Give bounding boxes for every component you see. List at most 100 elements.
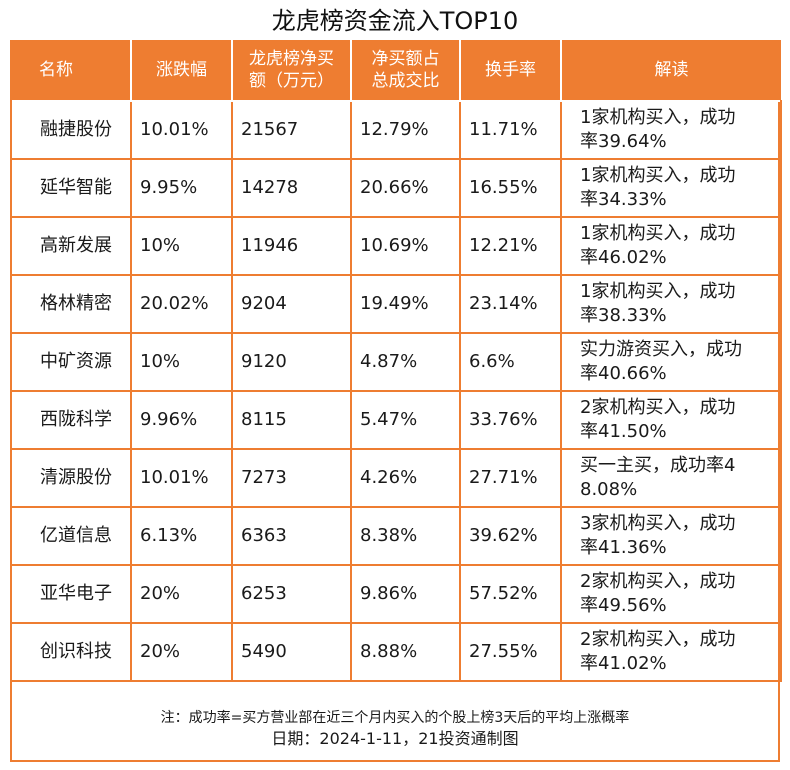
stock-name-cell: 高新发展: [10, 216, 132, 276]
table-cell: 19.49%: [350, 274, 461, 334]
table-cell: 3家机构买入，成功 率41.36%: [560, 506, 782, 566]
cell-text: 2家机构买入，成功: [580, 571, 736, 592]
footer: 注：成功率=买方营业部在近三个月内买入的个股上榜3天后的平均上涨概率 日期：20…: [12, 702, 778, 760]
table-cell: 39.62%: [459, 506, 562, 566]
cell-text: 1家机构买入，成功: [580, 281, 736, 302]
cell-text: 实力游资买入，成功: [580, 339, 742, 360]
column-header-text: 解读: [654, 60, 689, 80]
table-cell: 6.6%: [459, 332, 562, 392]
cell-text: 率34.33%: [580, 189, 667, 210]
table-cell: 10.01%: [130, 448, 233, 508]
table-row: 亿道信息 6.13% 6363 8.38% 39.62% 3家机构买入，成功 率41.36%: [10, 506, 782, 566]
column-header: 龙虎榜净买 额（万元）: [232, 40, 352, 101]
data-table: 名称 涨跌幅 龙虎榜净买 额（万元） 净买额占 总成交比 换手率 解读 融捷股份 10.01% 2…: [10, 40, 782, 682]
table-cell: 14278: [231, 158, 352, 218]
table-cell: 5.47%: [350, 390, 461, 450]
cell-text: 率46.02%: [580, 247, 667, 268]
table-cell: 7273: [231, 448, 352, 508]
column-header: 净买额占 总成交比: [351, 40, 461, 101]
table-cell: 6363: [231, 506, 352, 566]
table-row: 清源股份 10.01% 7273 4.26% 27.71% 买一主买，成功率4 8.08%: [10, 448, 782, 508]
cell-text: 率40.66%: [580, 363, 667, 384]
column-header: 涨跌幅: [131, 40, 233, 101]
table-cell: 10%: [130, 332, 233, 392]
table-cell: 27.55%: [459, 622, 562, 682]
table-cell: 8.88%: [350, 622, 461, 682]
table-cell: 9.86%: [350, 564, 461, 624]
table-cell: 9120: [231, 332, 352, 392]
table-cell: 9204: [231, 274, 352, 334]
table-row: 亚华电子 20% 6253 9.86% 57.52% 2家机构买入，成功 率49.56%: [10, 564, 782, 624]
table-cell: 买一主买，成功率4 8.08%: [560, 448, 782, 508]
table-cell: 1家机构买入，成功 率46.02%: [560, 216, 782, 276]
stock-name-cell: 中矿资源: [10, 332, 132, 392]
table-cell: 20.02%: [130, 274, 233, 334]
column-header-text: 总成交比: [371, 71, 440, 91]
chart-title: 龙虎榜资金流入TOP10: [271, 7, 519, 35]
table-cell: 11.71%: [459, 100, 562, 160]
cell-text: 率41.02%: [580, 653, 667, 674]
stock-name-cell: 格林精密: [10, 274, 132, 334]
table-row: 中矿资源 10% 9120 4.87% 6.6% 实力游资买入，成功 率40.66%: [10, 332, 782, 392]
stock-name-cell: 西陇科学: [10, 390, 132, 450]
table-cell: 33.76%: [459, 390, 562, 450]
table-cell: 9.96%: [130, 390, 233, 450]
table-cell: 2家机构买入，成功 率41.02%: [560, 622, 782, 682]
table-cell: 2家机构买入，成功 率41.50%: [560, 390, 782, 450]
table-cell: 20%: [130, 622, 233, 682]
cell-text: 率39.64%: [580, 131, 667, 152]
table-cell: 8115: [231, 390, 352, 450]
column-header: 解读: [561, 40, 781, 101]
stock-name-cell: 延华智能: [10, 158, 132, 218]
column-header-text: 额（万元）: [249, 71, 334, 91]
table-row: 高新发展 10% 11946 10.69% 12.21% 1家机构买入，成功 率46.02%: [10, 216, 782, 276]
table-cell: 20%: [130, 564, 233, 624]
cell-text: 率41.50%: [580, 421, 667, 442]
stock-name-cell: 亚华电子: [10, 564, 132, 624]
table-cell: 12.79%: [350, 100, 461, 160]
table-cell: 10%: [130, 216, 233, 276]
column-header-text: 换手率: [485, 60, 536, 80]
cell-text: 1家机构买入，成功: [580, 107, 736, 128]
table-cell: 6253: [231, 564, 352, 624]
table-cell: 10.69%: [350, 216, 461, 276]
footnote: 注：成功率=买方营业部在近三个月内买入的个股上榜3天后的平均上涨概率: [160, 710, 630, 726]
stock-name-cell: 融捷股份: [10, 100, 132, 160]
cell-text: 1家机构买入，成功: [580, 223, 736, 244]
table-cell: 57.52%: [459, 564, 562, 624]
table-cell: 2家机构买入，成功 率49.56%: [560, 564, 782, 624]
column-header-text: 涨跌幅: [156, 60, 207, 80]
table-cell: 6.13%: [130, 506, 233, 566]
table-cell: 21567: [231, 100, 352, 160]
column-header-text: 净买额占: [371, 49, 440, 69]
cell-text: 率38.33%: [580, 305, 667, 326]
table-cell: 9.95%: [130, 158, 233, 218]
table-row: 创识科技 20% 5490 8.88% 27.55% 2家机构买入，成功 率41.02%: [10, 622, 782, 682]
date-credit: 日期：2024-1-11，21投资通制图: [271, 729, 519, 748]
column-header-text: 龙虎榜净买: [249, 49, 334, 69]
cell-text: 2家机构买入，成功: [580, 629, 736, 650]
table-row: 延华智能 9.95% 14278 20.66% 16.55% 1家机构买入，成功 率34.3…: [10, 158, 782, 218]
cell-text: 率41.36%: [580, 537, 667, 558]
table-cell: 11946: [231, 216, 352, 276]
table-row: 格林精密 20.02% 9204 19.49% 23.14% 1家机构买入，成功 率38.3…: [10, 274, 782, 334]
column-header: 名称: [11, 40, 132, 101]
header-row: 名称 涨跌幅 龙虎榜净买 额（万元） 净买额占 总成交比 换手率 解读: [11, 40, 781, 101]
stock-name-cell: 亿道信息: [10, 506, 132, 566]
table-cell: 1家机构买入，成功 率39.64%: [560, 100, 782, 160]
table-cell: 1家机构买入，成功 率34.33%: [560, 158, 782, 218]
cell-text: 率49.56%: [580, 595, 667, 616]
table-cell: 16.55%: [459, 158, 562, 218]
table-cell: 23.14%: [459, 274, 562, 334]
table-cell: 实力游资买入，成功 率40.66%: [560, 332, 782, 392]
column-header-text: 名称: [39, 60, 73, 80]
cell-text: 8.08%: [580, 479, 638, 500]
table-row: 西陇科学 9.96% 8115 5.47% 33.76% 2家机构买入，成功 率41.50%: [10, 390, 782, 450]
cell-text: 买一主买，成功率4: [580, 455, 736, 476]
cell-text: 2家机构买入，成功: [580, 397, 736, 418]
table-cell: 4.87%: [350, 332, 461, 392]
table-cell: 5490: [231, 622, 352, 682]
table-cell: 12.21%: [459, 216, 562, 276]
table-cell: 20.66%: [350, 158, 461, 218]
table-cell: 4.26%: [350, 448, 461, 508]
